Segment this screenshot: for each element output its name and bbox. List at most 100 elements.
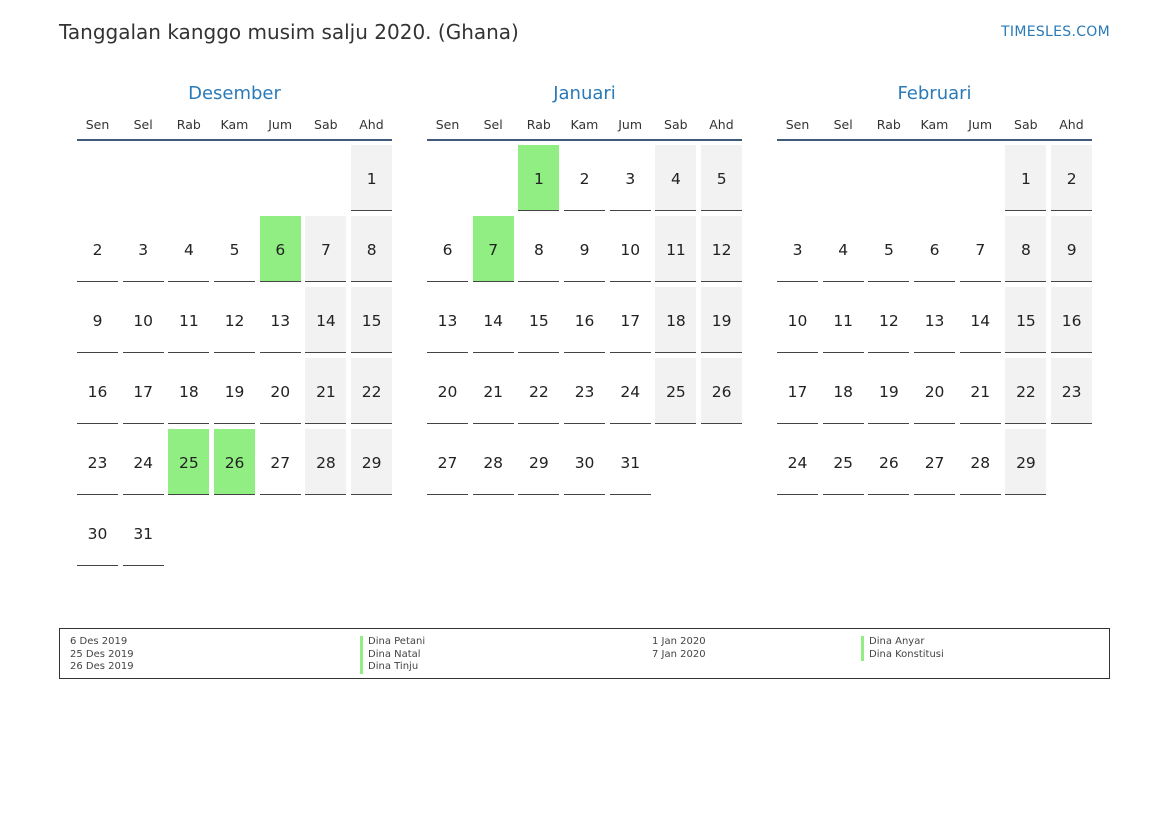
day-cell[interactable]: 28 — [959, 429, 1001, 495]
day-cell[interactable]: 5 — [868, 216, 910, 282]
day-cell[interactable]: 11 — [655, 216, 697, 282]
day-cell[interactable]: 24 — [122, 429, 164, 495]
day-cell[interactable]: 3 — [122, 216, 164, 282]
holiday-day-cell[interactable]: 1 — [518, 145, 560, 211]
weekday-label: Sen — [435, 117, 460, 132]
day-cell[interactable]: 15 — [518, 287, 560, 353]
day-cell[interactable]: 7 — [305, 216, 347, 282]
day-cell[interactable]: 17 — [609, 287, 651, 353]
day-cell[interactable]: 9 — [564, 216, 606, 282]
day-cell[interactable]: 26 — [701, 358, 743, 424]
day-cell[interactable]: 11 — [822, 287, 864, 353]
holiday-day-cell[interactable]: 6 — [259, 216, 301, 282]
day-cell[interactable]: 22 — [1005, 358, 1047, 424]
day-cell[interactable]: 2 — [1051, 145, 1093, 211]
day-cell[interactable]: 21 — [959, 358, 1001, 424]
day-cell[interactable]: 21 — [305, 358, 347, 424]
day-cell[interactable]: 21 — [472, 358, 514, 424]
day-cell[interactable]: 31 — [609, 429, 651, 495]
day-cell[interactable]: 31 — [122, 500, 164, 566]
weekday-label: Sel — [133, 117, 153, 132]
day-cell[interactable]: 3 — [609, 145, 651, 211]
day-cell[interactable]: 28 — [472, 429, 514, 495]
day-cell[interactable]: 23 — [77, 429, 118, 495]
day-cell[interactable]: 13 — [259, 287, 301, 353]
day-cell[interactable]: 23 — [1051, 358, 1093, 424]
day-cell[interactable]: 9 — [1051, 216, 1093, 282]
day-cell[interactable]: 20 — [259, 358, 301, 424]
day-cell[interactable]: 20 — [914, 358, 956, 424]
day-cell[interactable]: 27 — [259, 429, 301, 495]
day-cell[interactable]: 6 — [914, 216, 956, 282]
day-cell[interactable]: 16 — [77, 358, 118, 424]
day-cell[interactable]: 9 — [77, 287, 118, 353]
weekday-label: Ahd — [709, 117, 734, 132]
day-cell[interactable]: 10 — [609, 216, 651, 282]
holiday-day-cell[interactable]: 7 — [472, 216, 514, 282]
day-cell[interactable]: 1 — [1005, 145, 1047, 211]
day-cell[interactable]: 4 — [655, 145, 697, 211]
day-cell[interactable]: 22 — [518, 358, 560, 424]
empty-cell — [473, 145, 514, 211]
day-cell[interactable]: 18 — [168, 358, 210, 424]
holiday-day-cell[interactable]: 26 — [214, 429, 256, 495]
day-cell[interactable]: 20 — [427, 358, 468, 424]
day-cell[interactable]: 16 — [564, 287, 606, 353]
day-cell[interactable]: 23 — [564, 358, 606, 424]
legend-holiday-name: Dina Anyar — [861, 636, 944, 649]
day-cell[interactable]: 2 — [77, 216, 118, 282]
day-cell[interactable]: 1 — [351, 145, 393, 211]
day-cell[interactable]: 28 — [305, 429, 347, 495]
empty-cell — [214, 145, 255, 211]
day-cell[interactable]: 30 — [77, 500, 118, 566]
day-cell[interactable]: 19 — [701, 287, 743, 353]
day-cell[interactable]: 15 — [1005, 287, 1047, 353]
day-cell[interactable]: 22 — [351, 358, 393, 424]
day-cell[interactable]: 12 — [868, 287, 910, 353]
day-cell[interactable]: 4 — [822, 216, 864, 282]
holiday-day-cell[interactable]: 25 — [168, 429, 210, 495]
day-cell[interactable]: 25 — [655, 358, 697, 424]
day-cell[interactable]: 30 — [564, 429, 606, 495]
day-cell[interactable]: 5 — [214, 216, 256, 282]
day-cell[interactable]: 6 — [427, 216, 468, 282]
day-cell[interactable]: 12 — [214, 287, 256, 353]
day-cell[interactable]: 5 — [701, 145, 743, 211]
day-cell[interactable]: 3 — [777, 216, 818, 282]
day-cell[interactable]: 14 — [959, 287, 1001, 353]
site-brand-link[interactable]: TIMESLES.COM — [1001, 24, 1110, 40]
day-cell[interactable]: 19 — [868, 358, 910, 424]
day-cell[interactable]: 4 — [168, 216, 210, 282]
day-cell[interactable]: 10 — [122, 287, 164, 353]
day-cell[interactable]: 13 — [914, 287, 956, 353]
day-cell[interactable]: 29 — [351, 429, 393, 495]
day-cell[interactable]: 29 — [518, 429, 560, 495]
day-cell[interactable]: 19 — [214, 358, 256, 424]
day-cell[interactable]: 24 — [609, 358, 651, 424]
day-cell[interactable]: 18 — [655, 287, 697, 353]
day-cell[interactable]: 8 — [351, 216, 393, 282]
day-cell[interactable]: 24 — [777, 429, 818, 495]
day-grid: 1 2 3 4 5 6 7 8 9 10 11 12 13 14 15 16 17 18 19 20 21 22 23 24 2… — [427, 145, 743, 495]
day-cell[interactable]: 29 — [1005, 429, 1047, 495]
weekday-label: Sab — [1014, 117, 1038, 132]
day-cell[interactable]: 18 — [822, 358, 864, 424]
day-cell[interactable]: 17 — [122, 358, 164, 424]
day-cell[interactable]: 16 — [1051, 287, 1093, 353]
day-cell[interactable]: 14 — [472, 287, 514, 353]
day-cell[interactable]: 25 — [822, 429, 864, 495]
day-cell[interactable]: 7 — [959, 216, 1001, 282]
day-cell[interactable]: 14 — [305, 287, 347, 353]
day-cell[interactable]: 15 — [351, 287, 393, 353]
day-cell[interactable]: 13 — [427, 287, 468, 353]
day-cell[interactable]: 12 — [701, 216, 743, 282]
day-cell[interactable]: 10 — [777, 287, 818, 353]
day-cell[interactable]: 27 — [427, 429, 468, 495]
day-cell[interactable]: 8 — [518, 216, 560, 282]
day-cell[interactable]: 17 — [777, 358, 818, 424]
day-cell[interactable]: 26 — [868, 429, 910, 495]
day-cell[interactable]: 27 — [914, 429, 956, 495]
day-cell[interactable]: 8 — [1005, 216, 1047, 282]
day-cell[interactable]: 2 — [564, 145, 606, 211]
day-cell[interactable]: 11 — [168, 287, 210, 353]
